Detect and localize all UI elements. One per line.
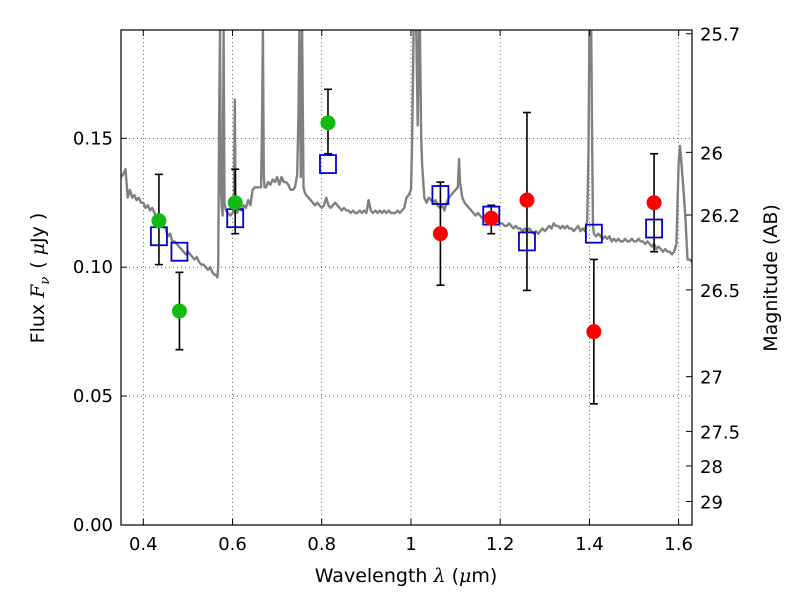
y2-tick-label: 27.5 [700, 422, 740, 443]
model-square-point [518, 231, 536, 252]
x-tick-label: 1.2 [486, 534, 515, 555]
y-tick-label: 0.15 [73, 128, 113, 149]
y2-axis-label: Magnitude (AB) [760, 204, 782, 352]
ticks: 0.4 0.6 0.8 1 1.2 1.4 1.6 0.00 0.05 0.10 0.15 25.7 2… [73, 25, 740, 555]
model-square-point [319, 154, 337, 174]
x-tick-label: 0.6 [218, 534, 247, 555]
y2-tick-label: 29 [700, 492, 723, 513]
y2-tick-label: 26 [700, 143, 723, 164]
data-point [151, 213, 167, 229]
y-tick-label: 0.05 [73, 386, 113, 407]
y-tick-label: 0.10 [73, 257, 113, 278]
x-tick-label: 1.6 [664, 534, 693, 555]
data-point [320, 115, 336, 131]
data-point [227, 195, 243, 211]
model-square-point [170, 241, 189, 262]
x-tick-label: 0.8 [307, 534, 336, 555]
grid-lines [121, 30, 692, 525]
x-tick-label: 1.4 [575, 534, 604, 555]
model-square-point [584, 223, 603, 244]
model-spectrum [121, 30, 692, 279]
y-axis-label: Flux Fν(μJy ) [27, 213, 53, 344]
y2-tick-label: 27 [700, 368, 723, 389]
data-point [171, 303, 187, 319]
data-markers [150, 115, 663, 340]
y-tick-label: 0.00 [73, 515, 113, 536]
plot-frame [120, 29, 693, 526]
data-point [646, 195, 662, 211]
y2-tick-label: 26.5 [700, 281, 740, 302]
y2-tick-label: 26.2 [700, 206, 740, 227]
data-point [432, 226, 448, 242]
y2-tick-label: 28 [700, 457, 723, 478]
x-tick-label: 1 [405, 534, 416, 555]
x-axis-label: Wavelength λ (μm) [315, 565, 498, 587]
data-point [586, 324, 602, 340]
error-bars [154, 88, 659, 405]
model-square-point [645, 218, 663, 239]
model-square-point [431, 185, 450, 205]
spectrum-line [121, 30, 692, 279]
data-point [519, 192, 535, 208]
y2-tick-label: 25.7 [700, 25, 740, 46]
data-point [483, 210, 499, 226]
x-tick-label: 0.4 [129, 534, 158, 555]
